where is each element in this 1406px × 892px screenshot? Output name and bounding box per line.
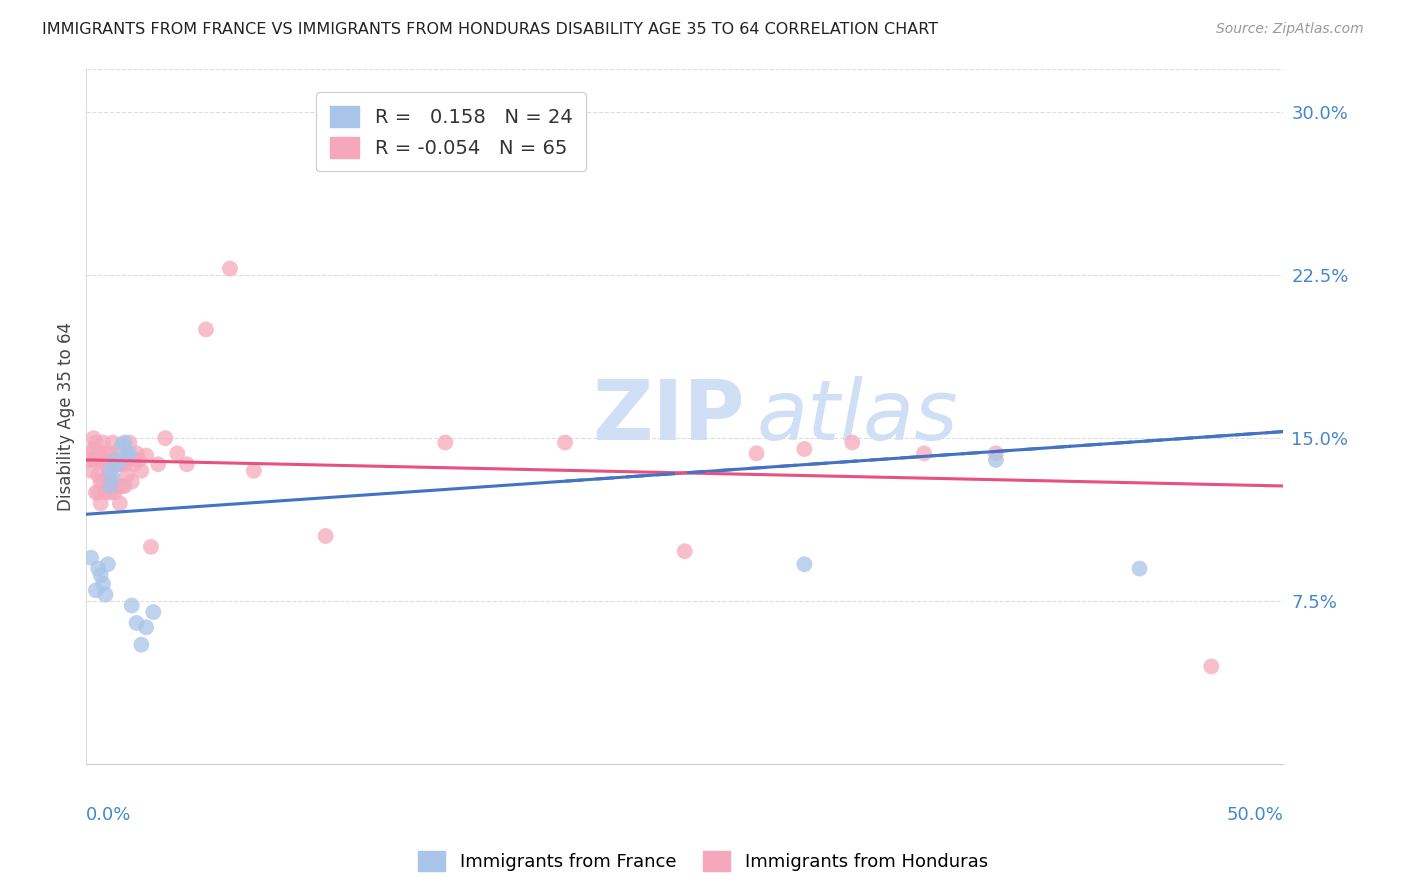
Point [98,446,121,460]
Point [91,453,114,467]
Text: ZIP: ZIP [592,376,745,457]
Point [122,457,145,471]
Point [87,561,110,575]
Point [101,435,124,450]
Point [155,431,177,445]
Point [793,558,815,572]
Point [87,485,110,500]
Point [166,446,188,460]
Point [315,529,337,543]
Point [128,453,150,467]
Point [108,442,131,456]
Point [118,435,141,450]
Text: IMMIGRANTS FROM FRANCE VS IMMIGRANTS FROM HONDURAS DISABILITY AGE 35 TO 64 CORRE: IMMIGRANTS FROM FRANCE VS IMMIGRANTS FRO… [42,22,938,37]
Point [745,446,768,460]
Point [90,496,112,510]
Point [87,446,110,460]
Point [984,446,1007,460]
Point [91,576,114,591]
Point [80,464,103,478]
Point [90,453,112,467]
Point [90,568,112,582]
Point [82,453,104,467]
Point [101,475,124,489]
Point [131,464,153,478]
Y-axis label: Disability Age 35 to 64: Disability Age 35 to 64 [58,322,75,511]
Point [98,457,121,471]
Point [912,446,935,460]
Point [131,638,153,652]
Point [80,550,103,565]
Point [114,435,136,450]
Text: atlas: atlas [756,376,957,457]
Point [673,544,696,558]
Point [115,468,138,483]
Point [1128,561,1150,575]
Point [118,453,141,467]
Point [104,453,127,467]
Point [94,588,117,602]
Point [114,457,136,471]
Point [135,620,157,634]
Point [434,435,457,450]
Point [176,457,198,471]
Point [77,453,100,467]
Point [118,446,141,460]
Point [97,558,120,572]
Point [107,457,129,471]
Point [121,599,143,613]
Point [108,496,131,510]
Point [84,435,107,450]
Point [104,453,127,467]
Point [121,475,143,489]
Point [94,457,117,471]
Point [97,468,120,483]
Point [98,479,121,493]
Point [194,322,217,336]
Point [125,615,148,630]
Point [104,485,127,500]
Point [82,431,104,445]
Point [90,475,112,489]
Legend: Immigrants from France, Immigrants from Honduras: Immigrants from France, Immigrants from … [411,844,995,879]
Point [114,479,136,493]
Point [111,479,134,493]
Point [243,464,266,478]
Point [87,468,110,483]
Point [94,446,117,460]
Point [111,457,134,471]
Point [135,449,157,463]
Legend: R =   0.158   N = 24, R = -0.054   N = 65: R = 0.158 N = 24, R = -0.054 N = 65 [316,92,586,171]
Point [98,485,121,500]
Point [125,446,148,460]
Point [115,449,138,463]
Point [97,479,120,493]
Point [80,446,103,460]
Point [84,453,107,467]
Point [219,261,242,276]
Text: Source: ZipAtlas.com: Source: ZipAtlas.com [1216,22,1364,37]
Point [841,435,863,450]
Text: 50.0%: 50.0% [1226,806,1284,824]
Point [84,485,107,500]
Point [139,540,162,554]
Point [82,442,104,456]
Point [107,457,129,471]
Point [111,437,134,451]
Point [107,479,129,493]
Point [91,435,114,450]
Point [142,605,165,619]
Point [84,583,107,598]
Point [98,464,121,478]
Point [101,470,124,484]
Point [793,442,815,456]
Point [554,435,576,450]
Point [94,485,117,500]
Point [984,453,1007,467]
Point [91,475,114,489]
Point [146,457,169,471]
Point [1201,659,1223,673]
Text: 0.0%: 0.0% [86,806,132,824]
